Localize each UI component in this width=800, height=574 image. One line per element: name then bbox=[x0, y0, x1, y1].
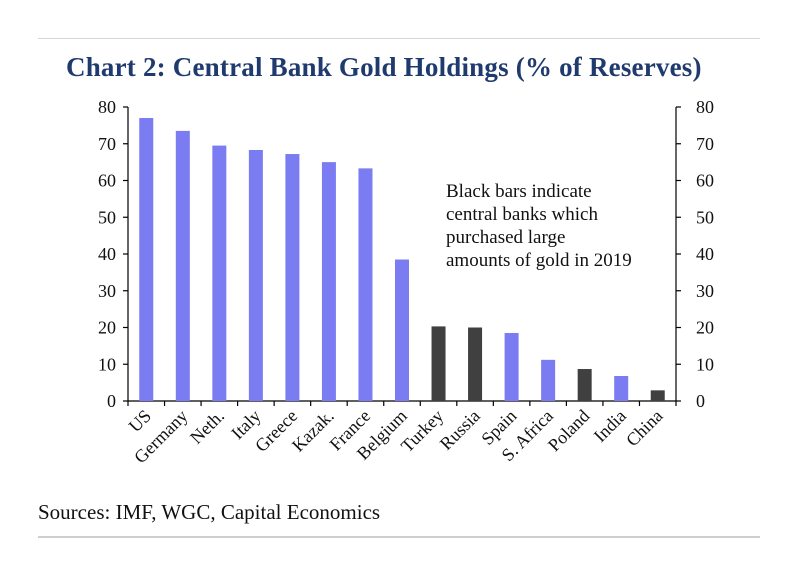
chart-annotation: Black bars indicate central banks which … bbox=[446, 181, 632, 271]
x-category-label: India bbox=[590, 406, 630, 446]
left-y-tick-label: 30 bbox=[98, 281, 116, 301]
right-y-tick-label: 80 bbox=[696, 97, 714, 117]
x-category-label: Neth. bbox=[186, 406, 228, 448]
bar bbox=[468, 327, 483, 401]
left-y-tick-label: 40 bbox=[98, 244, 116, 264]
left-y-tick-label: 60 bbox=[98, 171, 116, 191]
right-y-tick-label: 40 bbox=[696, 244, 714, 264]
bar bbox=[212, 145, 227, 401]
bar bbox=[577, 369, 592, 401]
bar bbox=[614, 376, 629, 401]
bar bbox=[175, 130, 190, 401]
left-y-tick-label: 10 bbox=[98, 354, 116, 374]
bar bbox=[541, 359, 556, 401]
bar bbox=[504, 333, 519, 401]
left-y-tick-label: 80 bbox=[98, 97, 116, 117]
bar bbox=[431, 326, 446, 401]
bar bbox=[650, 390, 665, 401]
right-y-tick-label: 30 bbox=[696, 281, 714, 301]
x-category-label: Poland bbox=[544, 406, 594, 456]
bar bbox=[139, 118, 154, 402]
left-y-tick-label: 50 bbox=[98, 207, 116, 227]
left-y-tick-label: 20 bbox=[98, 318, 116, 338]
right-y-tick-label: 50 bbox=[696, 207, 714, 227]
right-y-tick-label: 10 bbox=[696, 354, 714, 374]
x-category-label: Turkey bbox=[397, 406, 447, 456]
left-y-tick-label: 70 bbox=[98, 134, 116, 154]
right-y-tick-label: 20 bbox=[696, 318, 714, 338]
bar bbox=[395, 259, 409, 401]
bar bbox=[285, 154, 300, 401]
right-y-tick-label: 70 bbox=[696, 134, 714, 154]
right-y-tick-label: 60 bbox=[696, 171, 714, 191]
x-category-label: Kazak. bbox=[288, 406, 338, 456]
right-y-tick-label: 0 bbox=[696, 391, 705, 411]
bar bbox=[248, 149, 263, 401]
chart-title: Chart 2: Central Bank Gold Holdings (% o… bbox=[66, 52, 702, 82]
left-y-tick-label: 0 bbox=[107, 391, 116, 411]
top-divider bbox=[38, 38, 760, 39]
bar bbox=[358, 168, 373, 401]
source-note: Sources: IMF, WGC, Capital Economics bbox=[38, 500, 381, 524]
bottom-divider bbox=[38, 536, 760, 538]
bar bbox=[321, 162, 336, 401]
x-category-label: China bbox=[622, 406, 667, 451]
x-category-label: Russia bbox=[436, 406, 484, 454]
